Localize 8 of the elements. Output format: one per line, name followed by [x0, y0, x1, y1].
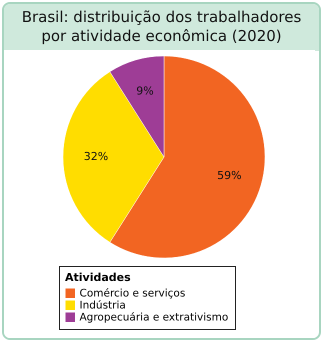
data-label: 9%: [136, 84, 154, 98]
data-label: 59%: [217, 168, 242, 182]
legend-title: Atividades: [65, 271, 132, 284]
data-label: 32%: [84, 150, 108, 163]
legend-label: Indústria: [80, 299, 126, 312]
legend-label: Agropecuária e extrativismo: [80, 311, 228, 324]
chart-title: Brasil: distribuição dos trabalhadores por atividade econômica (2020): [4, 4, 319, 51]
legend-label: Comércio e serviços: [80, 287, 186, 300]
